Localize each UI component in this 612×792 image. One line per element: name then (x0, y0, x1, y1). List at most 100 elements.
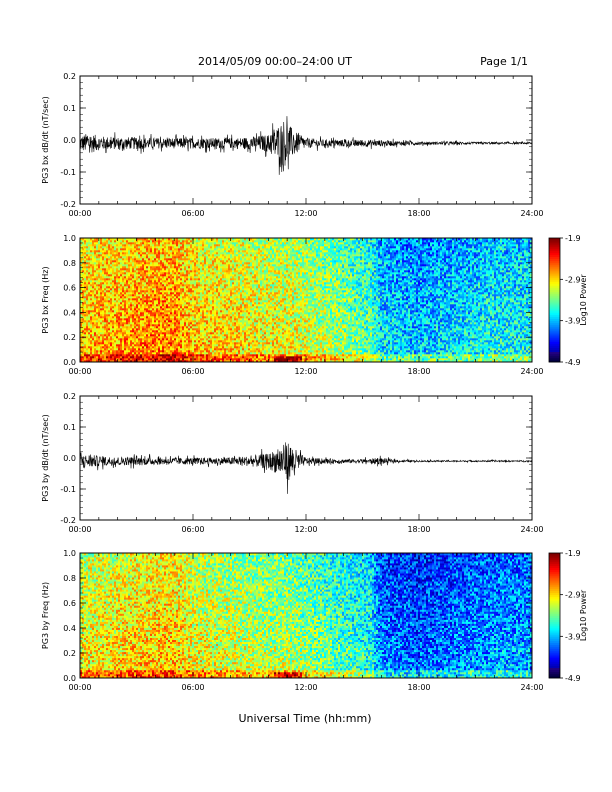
spectrogram-cell (182, 344, 184, 346)
spectrogram-cell (108, 276, 110, 278)
spectrogram-cell (188, 326, 190, 328)
spectrogram-cell (160, 308, 162, 310)
spectrogram-cell (116, 346, 118, 348)
spectrogram-cell (178, 342, 180, 344)
spectrogram-cell (166, 344, 168, 346)
spectrogram-cell (96, 256, 98, 258)
spectrogram-cell (150, 278, 152, 280)
spectrogram-cell (226, 348, 228, 350)
spectrogram-cell (190, 312, 192, 314)
spectrogram-cell (152, 256, 154, 258)
spectrogram-cell (110, 322, 112, 324)
spectrogram-cell (190, 284, 192, 286)
spectrogram-cell (128, 324, 130, 326)
spectrogram-cell (124, 278, 126, 280)
spectrogram-cell (126, 242, 128, 244)
spectrogram-cell (98, 264, 100, 266)
spectrogram-cell (88, 262, 90, 264)
spectrogram-cell (130, 306, 132, 308)
spectrogram-cell (118, 316, 120, 318)
spectrogram-cell (226, 280, 228, 282)
spectrogram-cell (142, 326, 144, 328)
spectrogram-cell (200, 282, 202, 284)
spectrogram-cell (190, 352, 192, 354)
spectrogram-cell (162, 318, 164, 320)
spectrogram-cell (96, 288, 98, 290)
spectrogram-cell (216, 280, 218, 282)
spectrogram-cell (122, 318, 124, 320)
spectrogram-cell (88, 346, 90, 348)
spectrogram-cell (152, 316, 154, 318)
spectrogram-cell (100, 240, 102, 242)
spectrogram-cell (104, 286, 106, 288)
spectrogram-cell (180, 338, 182, 340)
spectrogram-cell (146, 326, 148, 328)
spectrogram-cell (172, 276, 174, 278)
spectrogram-cell (100, 290, 102, 292)
spectrogram-cell (92, 308, 94, 310)
spectrogram-cell (164, 328, 166, 330)
spectrogram-cell (114, 332, 116, 334)
spectrogram-cell (86, 290, 88, 292)
spectrogram-cell (150, 244, 152, 246)
spectrogram-cell (194, 338, 196, 340)
spectrogram-cell (182, 274, 184, 276)
spectrogram-cell (138, 312, 140, 314)
spectrogram-cell (130, 332, 132, 334)
spectrogram-cell (110, 272, 112, 274)
spectrogram-cell (164, 354, 166, 356)
spectrogram-cell (102, 332, 104, 334)
spectrogram-cell (194, 336, 196, 338)
spectrogram-cell (100, 328, 102, 330)
spectrogram-cell (172, 250, 174, 252)
spectrogram-cell (94, 342, 96, 344)
y-tick-label: -0.1 (60, 168, 76, 177)
spectrogram-cell (102, 324, 104, 326)
spectrogram-cell (160, 268, 162, 270)
spectrogram-cell (184, 284, 186, 286)
spectrogram-cell (112, 244, 114, 246)
spectrogram-cell (198, 284, 200, 286)
spectrogram-cell (174, 274, 176, 276)
spectrogram-cell (108, 320, 110, 322)
spectrogram-cell (188, 330, 190, 332)
spectrogram-cell (96, 286, 98, 288)
spectrogram-cell (154, 288, 156, 290)
spectrogram-cell (206, 264, 208, 266)
spectrogram-cell (190, 250, 192, 252)
spectrogram-cell (90, 358, 92, 360)
spectrogram-cell (226, 270, 228, 272)
spectrogram-cell (108, 262, 110, 264)
spectrogram-cell (196, 350, 198, 352)
spectrogram-cell (208, 314, 210, 316)
spectrogram-cell (186, 296, 188, 298)
spectrogram-cell (90, 340, 92, 342)
spectrogram-cell (94, 244, 96, 246)
spectrogram-cell (152, 302, 154, 304)
spectrogram-cell (200, 348, 202, 350)
spectrogram-cell (122, 354, 124, 356)
spectrogram-cell (192, 326, 194, 328)
spectrogram-cell (174, 340, 176, 342)
spectrogram-cell (110, 300, 112, 302)
spectrogram-cell (126, 276, 128, 278)
spectrogram-cell (214, 260, 216, 262)
spectrogram-cell (114, 244, 116, 246)
spectrogram-cell (230, 342, 232, 344)
spectrogram-cell (184, 258, 186, 260)
spectrogram-cell (116, 290, 118, 292)
spectrogram-cell (182, 290, 184, 292)
spectrogram-cell (198, 326, 200, 328)
spectrogram-cell (142, 266, 144, 268)
spectrogram-cell (128, 354, 130, 356)
spectrogram-cell (122, 254, 124, 256)
spectrogram-cell (208, 338, 210, 340)
spectrogram-cell (222, 298, 224, 300)
spectrogram-cell (98, 298, 100, 300)
spectrogram-cell (196, 290, 198, 292)
spectrogram-cell (234, 302, 236, 304)
spectrogram-cell (202, 340, 204, 342)
spectrogram-cell (116, 312, 118, 314)
spectrogram-cell (188, 240, 190, 242)
spectrogram-cell (166, 300, 168, 302)
